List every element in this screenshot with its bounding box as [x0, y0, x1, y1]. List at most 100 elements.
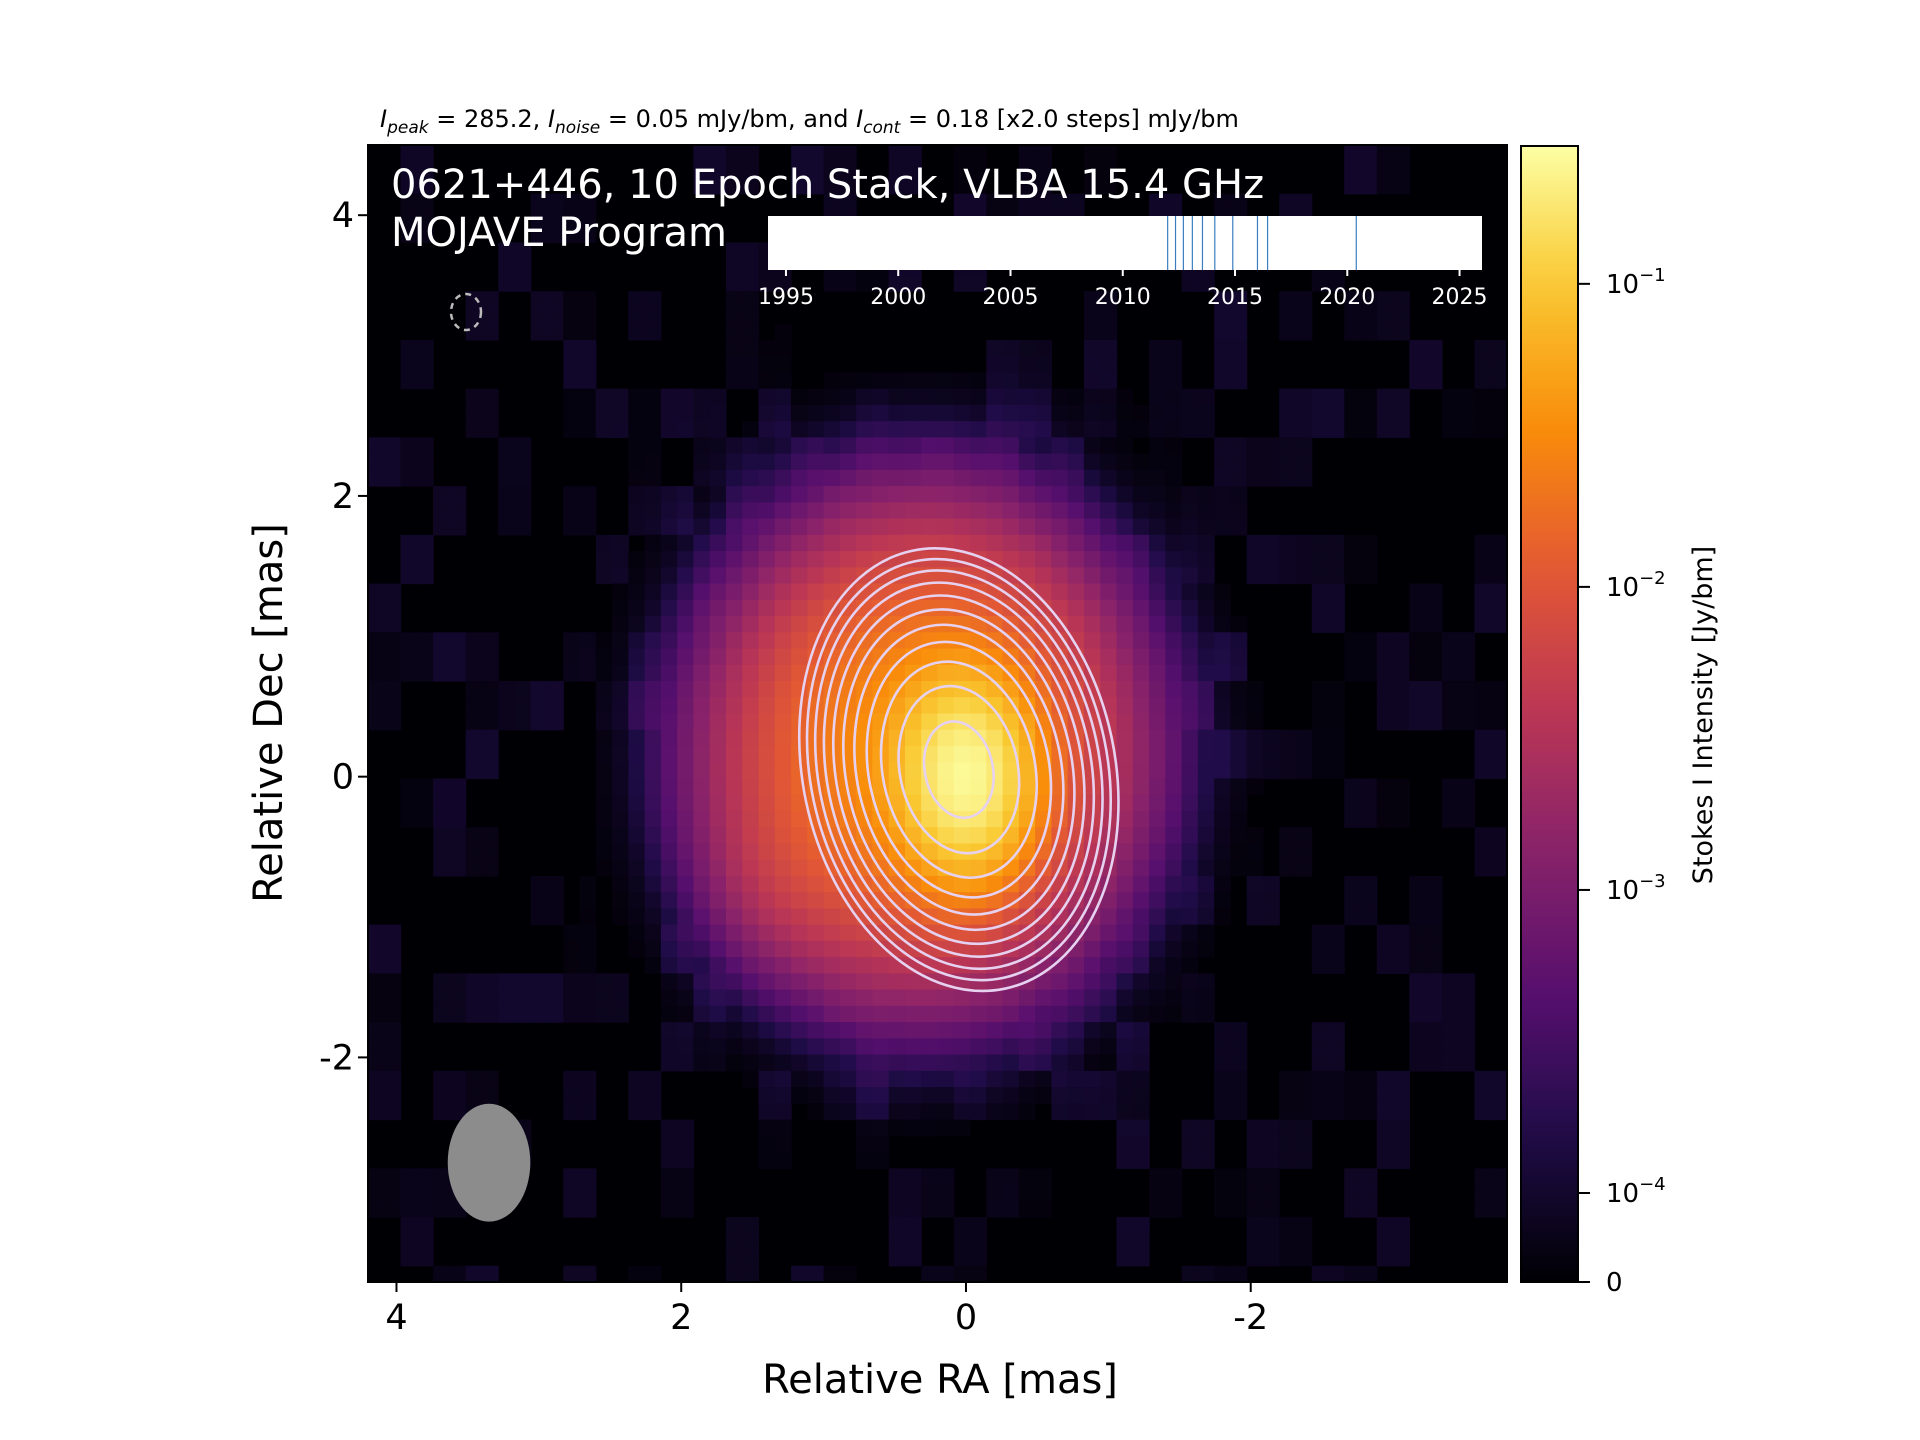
- image-pixel: [937, 1103, 955, 1121]
- image-pixel: [1344, 632, 1362, 650]
- image-pixel: [481, 843, 499, 861]
- image-pixel: [1360, 161, 1378, 179]
- image-pixel: [774, 372, 792, 390]
- image-pixel: [612, 599, 629, 617]
- image-pixel: [1376, 1087, 1394, 1104]
- image-pixel: [693, 551, 711, 568]
- image-pixel: [774, 1152, 792, 1169]
- image-pixel: [1018, 421, 1036, 438]
- image-pixel: [1132, 502, 1150, 520]
- image-pixel: [1197, 1119, 1215, 1137]
- image-pixel: [742, 1038, 760, 1056]
- image-pixel: [888, 1200, 906, 1218]
- image-pixel: [1132, 1217, 1150, 1234]
- x-tick-label: 2: [670, 1298, 692, 1338]
- image-pixel: [449, 1103, 467, 1121]
- image-pixel: [1116, 1233, 1134, 1251]
- image-pixel: [1262, 1217, 1280, 1234]
- image-pixel: [628, 729, 646, 747]
- image-pixel: [904, 681, 922, 698]
- image-pixel: [1002, 551, 1020, 568]
- image-pixel: [1018, 697, 1036, 715]
- image-pixel: [660, 502, 678, 520]
- image-pixel: [807, 892, 825, 910]
- image-pixel: [677, 1038, 695, 1056]
- image-pixel: [823, 388, 841, 406]
- image-pixel: [1376, 664, 1394, 682]
- image-pixel: [1490, 1168, 1507, 1186]
- image-pixel: [986, 453, 1004, 471]
- image-pixel: [1311, 421, 1329, 438]
- image-pixel: [1197, 875, 1215, 893]
- image-pixel: [1409, 908, 1427, 926]
- image-pixel: [888, 1038, 906, 1056]
- image-pixel: [1409, 372, 1427, 390]
- image-pixel: [530, 209, 548, 227]
- image-pixel: [709, 745, 727, 763]
- image-pixel: [693, 827, 711, 845]
- image-pixel: [791, 1022, 808, 1039]
- image-pixel: [1246, 729, 1264, 747]
- image-pixel: [595, 681, 613, 698]
- image-pixel: [888, 989, 906, 1007]
- image-pixel: [1246, 875, 1264, 893]
- image-pixel: [693, 745, 711, 763]
- image-pixel: [725, 583, 743, 601]
- image-pixel: [774, 648, 792, 666]
- image-pixel: [1035, 1168, 1052, 1186]
- image-pixel: [677, 664, 695, 682]
- image-pixel: [579, 421, 597, 438]
- image-pixel: [709, 486, 727, 503]
- image-pixel: [921, 843, 939, 861]
- image-pixel: [481, 632, 499, 650]
- image-pixel: [1116, 713, 1134, 731]
- image-pixel: [1100, 161, 1118, 179]
- image-pixel: [579, 323, 597, 341]
- image-pixel: [1035, 161, 1052, 179]
- image-pixel: [742, 875, 760, 893]
- image-pixel: [1311, 1054, 1329, 1072]
- image-pixel: [1132, 486, 1150, 503]
- image-pixel: [1149, 339, 1166, 357]
- image-pixel: [481, 291, 499, 309]
- image-pixel: [1035, 486, 1052, 503]
- image-pixel: [1214, 1054, 1231, 1072]
- image-pixel: [953, 616, 971, 633]
- image-pixel: [498, 258, 516, 276]
- image-pixel: [481, 404, 499, 422]
- image-pixel: [774, 1022, 792, 1039]
- image-pixel: [612, 989, 629, 1007]
- image-pixel: [595, 827, 613, 845]
- image-pixel: [1100, 145, 1118, 162]
- image-pixel: [677, 940, 695, 958]
- image-pixel: [1441, 404, 1459, 422]
- image-pixel: [1165, 778, 1183, 796]
- image-pixel: [644, 681, 662, 698]
- image-pixel: [986, 534, 1004, 552]
- image-pixel: [384, 1054, 402, 1072]
- image-pixel: [1458, 1054, 1476, 1072]
- image-pixel: [921, 518, 939, 536]
- image-pixel: [693, 616, 711, 633]
- image-pixel: [1393, 145, 1410, 162]
- image-pixel: [1035, 973, 1052, 991]
- image-pixel: [1441, 973, 1459, 991]
- image-pixel: [1181, 534, 1199, 552]
- image-pixel: [1262, 567, 1280, 585]
- image-pixel: [1067, 729, 1085, 747]
- image-pixel: [791, 616, 808, 633]
- image-pixel: [1295, 1135, 1313, 1153]
- image-pixel: [904, 989, 922, 1007]
- image-pixel: [758, 469, 776, 487]
- image-pixel: [1214, 794, 1231, 812]
- image-pixel: [530, 226, 548, 244]
- image-pixel: [1165, 567, 1183, 585]
- image-pixel: [1458, 713, 1476, 731]
- image-pixel: [970, 827, 987, 845]
- image-pixel: [1181, 713, 1199, 731]
- image-pixel: [1035, 518, 1052, 536]
- image-pixel: [563, 421, 581, 438]
- image-pixel: [1262, 1168, 1280, 1186]
- image-pixel: [937, 1168, 955, 1186]
- image-pixel: [1165, 356, 1183, 373]
